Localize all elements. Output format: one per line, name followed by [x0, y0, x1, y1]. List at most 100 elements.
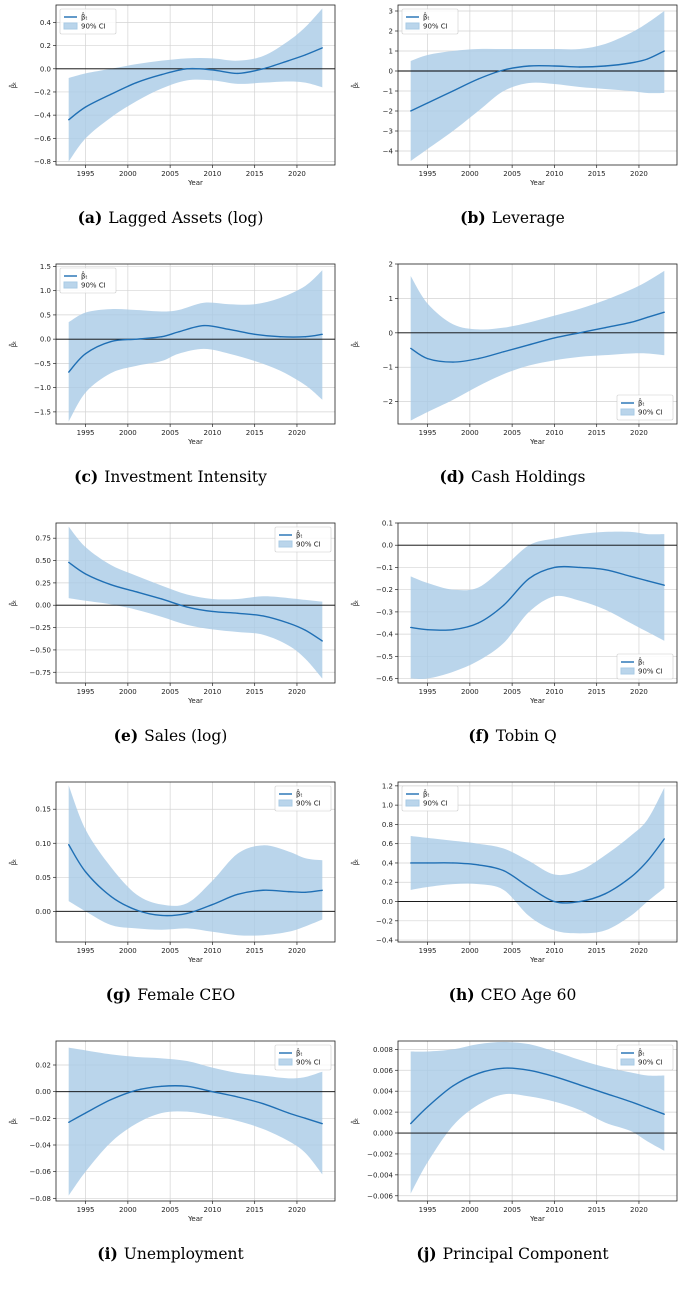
estimate-point: [604, 1092, 606, 1094]
y-tick-label: 0.1: [382, 520, 393, 528]
ci-band: [68, 785, 323, 936]
estimate-point: [321, 47, 323, 49]
estimate-point: [177, 331, 180, 333]
x-tick-label: 2010: [203, 429, 221, 437]
legend: β̂ₜ 90% CI: [616, 653, 674, 680]
y-tick-label: 0.008: [373, 1046, 393, 1054]
legend-band-label: 90% CI: [296, 800, 321, 808]
y-axis-label: β̂ₜ: [9, 600, 18, 607]
y-axis-label: β̂ₜ: [351, 1118, 360, 1125]
y-tick-label: −1.5: [34, 408, 51, 416]
estimate-point: [629, 321, 632, 324]
y-tick-label: −0.4: [376, 937, 394, 945]
chart-panel-b: 1995 2000 2005 2010 2015 2020 −4 −3 −2 −1 0 1 2 3 Year…: [342, 0, 683, 259]
y-tick-label: 0: [389, 329, 393, 337]
legend-band-label: 90% CI: [423, 23, 448, 31]
ci-band: [68, 1047, 323, 1196]
x-tick-label: 2015: [246, 947, 264, 955]
x-tick-label: 1995: [419, 688, 437, 696]
legend: β̂ₜ 90% CI: [401, 785, 459, 812]
y-axis-label: β̂ₜ: [9, 341, 18, 348]
estimate-point: [161, 914, 163, 917]
y-tick-label: −0.08: [30, 1195, 51, 1203]
estimate-point: [161, 598, 163, 600]
caption-sublabel: (a): [77, 208, 103, 227]
y-tick-label: −1: [383, 88, 393, 96]
estimate-point: [528, 886, 530, 888]
legend-band-label: 90% CI: [638, 1059, 663, 1067]
y-tick-label: 1.2: [382, 782, 393, 790]
chart-panel-a: 1995 2000 2005 2010 2015 2020 −0.8 −0.6 −0.4 −0.2…: [0, 0, 341, 259]
estimate-point: [426, 102, 429, 104]
estimate-point: [410, 1123, 412, 1125]
estimate-point: [304, 629, 307, 631]
legend-band-swatch: [278, 1058, 293, 1066]
legend: β̂ₜ 90% CI: [274, 526, 332, 553]
x-tick-label: 2005: [503, 947, 521, 955]
y-tick-label: 0.6: [382, 840, 394, 848]
y-axis-label: β̂ₜ: [351, 859, 360, 866]
estimate-point: [110, 584, 112, 586]
ci-band: [410, 270, 665, 421]
y-tick-label: 1: [389, 48, 393, 56]
y-tick-label: −0.2: [376, 917, 393, 925]
x-tick-label: 2005: [503, 170, 521, 178]
estimate-point: [211, 903, 214, 906]
estimate-point: [135, 591, 137, 593]
caption-text: Tobin Q: [495, 727, 557, 745]
x-tick-label: 2015: [588, 170, 606, 178]
axes-frame: [397, 1040, 678, 1202]
chart-panel-g: 1995 2000 2005 2010 2015 2020 0.00 0.05 0.10 0.15…: [0, 777, 341, 1036]
legend-band-swatch: [278, 799, 293, 807]
estimate-point: [237, 612, 239, 614]
y-tick-label: −0.50: [30, 646, 51, 654]
estimate-point: [135, 82, 137, 84]
x-tick-label: 2010: [545, 170, 563, 178]
legend-line-label: β̂ₜ: [296, 789, 303, 798]
estimate-point: [68, 371, 70, 373]
estimate-point: [304, 54, 307, 56]
estimate-point: [287, 60, 290, 62]
x-tick-label: 2000: [119, 1206, 137, 1214]
legend-band-label: 90% CI: [423, 800, 448, 808]
estimate-point: [237, 72, 239, 75]
y-tick-label: 0.00: [35, 602, 51, 610]
estimate-point: [452, 629, 454, 631]
estimate-point: [629, 575, 632, 577]
estimate-point: [579, 566, 581, 569]
estimate-line: [68, 561, 323, 642]
legend-band-label: 90% CI: [296, 1059, 321, 1067]
y-tick-label: −0.8: [34, 158, 51, 166]
estimate-point: [604, 327, 606, 329]
caption-sublabel: (j): [416, 1244, 437, 1263]
estimate-point: [68, 1121, 70, 1123]
chart-panel-h: 1995 2000 2005 2010 2015 2020 −0.4 −0.2 0.0 0.2 0.…: [342, 777, 683, 1036]
y-tick-label: 1.5: [40, 263, 51, 271]
y-tick-label: 0.0: [382, 898, 393, 906]
estimate-point: [161, 1085, 163, 1087]
y-tick-label: 0.15: [35, 806, 51, 814]
estimate-point: [186, 912, 188, 915]
x-axis-label: Year: [529, 179, 545, 187]
y-tick-label: −0.04: [30, 1142, 52, 1150]
estimate-point: [110, 93, 112, 95]
x-tick-label: 2000: [461, 1206, 479, 1214]
estimate-point: [262, 889, 264, 891]
y-tick-label: −1: [383, 364, 393, 372]
estimate-point: [321, 333, 323, 335]
x-tick-label: 2010: [545, 688, 563, 696]
caption-sublabel: (g): [105, 985, 132, 1004]
estimate-line: [68, 324, 323, 373]
estimate-point: [410, 626, 412, 629]
x-tick-label: 1995: [419, 1206, 437, 1214]
x-axis-label: Year: [529, 956, 545, 964]
legend-line-label: β̂ₜ: [638, 398, 645, 407]
y-tick-label: 0.00: [35, 1088, 51, 1096]
chart-svg-d: 1995 2000 2005 2010 2015 2020−2−1012Yearβ̂ₜβ̂…: [351, 261, 678, 446]
estimate-point: [262, 1103, 264, 1105]
legend: β̂ₜ 90% CI: [616, 1044, 674, 1071]
x-tick-label: 2005: [161, 429, 179, 437]
caption-text: Cash Holdings: [471, 468, 586, 486]
x-tick-label: 2000: [119, 947, 137, 955]
estimate-point: [211, 610, 214, 613]
